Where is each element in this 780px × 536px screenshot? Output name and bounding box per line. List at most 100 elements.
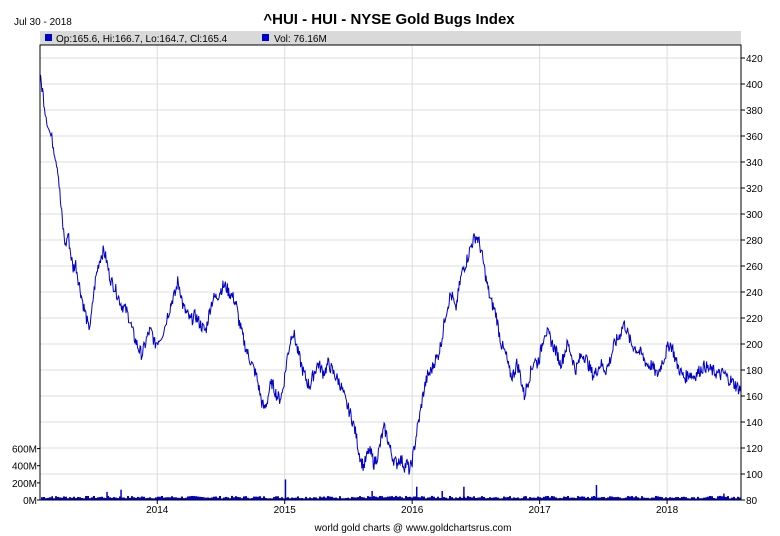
volume-bar [391, 496, 393, 500]
volume-bar [639, 498, 641, 500]
volume-bar [207, 497, 209, 500]
volume-bar [167, 497, 169, 500]
volume-bar [505, 497, 507, 500]
volume-bar [383, 497, 385, 500]
volume-bar [669, 497, 671, 500]
x-tick-label: 2017 [528, 505, 551, 516]
volume-bar [283, 498, 285, 500]
volume-bar [537, 496, 539, 500]
volume-bar [621, 498, 623, 500]
volume-spike [106, 491, 108, 500]
volume-bar [211, 497, 213, 500]
volume-bar [85, 496, 87, 500]
volume-bar [647, 497, 649, 500]
volume-bar [261, 497, 263, 500]
volume-bar [597, 497, 599, 500]
volume-bar [347, 497, 349, 500]
volume-bar [351, 496, 353, 500]
volume-bar [527, 498, 529, 500]
ohlc-readout: Op:165.6, Hi:166.7, Lo:164.7, Cl:165.4 [56, 34, 228, 45]
volume-bar [587, 496, 589, 500]
volume-bar [499, 498, 501, 500]
volume-bar [41, 497, 43, 500]
volume-bar [627, 496, 629, 500]
volume-bar [691, 497, 693, 500]
volume-bar [489, 497, 491, 500]
volume-bar [343, 498, 345, 500]
volume-bar [155, 497, 157, 500]
volume-bar [735, 498, 737, 500]
volume-bar [269, 498, 271, 500]
volume-bar [143, 496, 145, 500]
volume-bar [237, 496, 239, 500]
volume-bar [509, 496, 511, 500]
volume-bar [477, 497, 479, 500]
volume-bar [521, 498, 523, 500]
volume-bar [87, 495, 89, 500]
volume-bar [375, 496, 377, 500]
volume-bar [695, 498, 697, 500]
volume-bar [69, 497, 71, 500]
volume-legend-swatch [262, 34, 269, 41]
volume-bar [179, 497, 181, 500]
volume-bar [307, 498, 309, 500]
volume-bar [201, 497, 203, 500]
volume-bar [453, 498, 455, 500]
volume-bar [419, 497, 421, 500]
volume-bar [315, 497, 317, 500]
volume-bar [367, 496, 369, 500]
volume-bar [333, 497, 335, 500]
volume-bar [625, 497, 627, 500]
info-bar [40, 31, 741, 45]
volume-bar [617, 496, 619, 500]
volume-bar [163, 497, 165, 500]
volume-bar [633, 497, 635, 500]
volume-bar [101, 496, 103, 500]
volume-bar [545, 496, 547, 500]
volume-bar [713, 498, 715, 500]
volume-bar [635, 496, 637, 500]
volume-bar [449, 495, 451, 500]
volume-bar [403, 498, 405, 500]
volume-bar [247, 497, 249, 500]
volume-bar [581, 496, 583, 500]
volume-bar [727, 496, 729, 500]
volume-bar [645, 497, 647, 500]
y-tick-label: 340 [746, 158, 763, 169]
volume-readout: Vol: 76.16M [274, 34, 327, 45]
volume-bar [555, 497, 557, 500]
volume-bar [569, 497, 571, 500]
volume-spike [284, 479, 287, 500]
price-line [39, 74, 742, 475]
volume-bar [313, 497, 315, 500]
volume-bar [301, 498, 303, 500]
volume-bar [349, 498, 351, 500]
volume-bar [325, 497, 327, 500]
volume-bar [715, 498, 717, 500]
volume-bar [159, 496, 161, 500]
volume-spike [463, 486, 465, 500]
volume-bar [613, 497, 615, 500]
volume-bar [245, 496, 247, 500]
volume-bar [643, 497, 645, 500]
volume-bar [169, 497, 171, 500]
volume-bar [173, 497, 175, 500]
volume-bar [451, 497, 453, 500]
y-tick-label: 140 [746, 418, 763, 429]
volume-bar [297, 496, 299, 500]
volume-bar [195, 496, 197, 500]
volume-bar [115, 497, 117, 500]
volume-bar [217, 497, 219, 500]
volume-bar [63, 496, 65, 500]
volume-bar [557, 498, 559, 500]
volume-bar [55, 496, 57, 500]
volume-bar [107, 495, 109, 500]
volume-bar [733, 496, 735, 500]
volume-bar [67, 498, 69, 500]
volume-bar [161, 496, 163, 500]
volume-bar [341, 498, 343, 500]
volume-bar [663, 498, 665, 500]
volume-bar [75, 498, 77, 500]
volume-bar [439, 498, 441, 500]
